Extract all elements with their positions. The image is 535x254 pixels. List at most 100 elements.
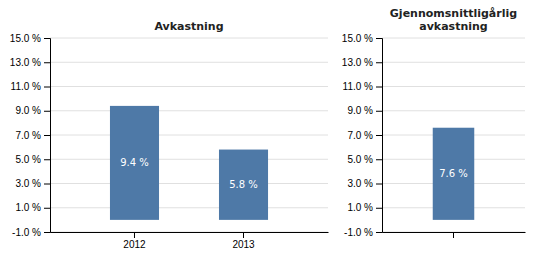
y-tick: 11.0 %	[11, 81, 50, 92]
y-tick-label: 9.0 %	[347, 105, 373, 116]
x-tick: 2012	[123, 232, 146, 250]
y-tick-mark	[376, 135, 382, 136]
y-tick-mark	[44, 62, 50, 63]
y-tick-label: 5.0 %	[347, 154, 373, 165]
y-tick-label: 15.0 %	[10, 33, 41, 44]
y-axis-line	[44, 39, 51, 233]
y-tick-label: 11.0 %	[343, 81, 373, 92]
y-tick: 5.0 %	[347, 154, 382, 165]
grid-line	[382, 110, 525, 111]
y-tick: 15.0 %	[10, 33, 50, 44]
y-tick: 9.0 %	[347, 105, 382, 116]
y-tick-label: 11.0 %	[11, 81, 41, 92]
y-tick-label: -1.0 %	[12, 227, 41, 238]
y-tick-label: 3.0 %	[15, 178, 41, 189]
grid-line	[50, 183, 328, 184]
y-tick-mark	[376, 184, 382, 185]
y-tick-label: 1.0 %	[15, 202, 41, 213]
x-tick-mark	[243, 232, 244, 238]
y-tick: 3.0 %	[15, 178, 50, 189]
grid-line	[50, 38, 328, 39]
y-tick-mark	[376, 62, 382, 63]
grid-line	[50, 86, 328, 87]
y-tick: -1.0 %	[12, 227, 50, 238]
data-labels: 7.6 %	[439, 168, 468, 179]
bars	[110, 106, 268, 220]
grid-line	[382, 86, 525, 87]
y-tick-mark	[376, 208, 382, 209]
data-label: 5.8 %	[229, 179, 258, 190]
data-label: 7.6 %	[439, 168, 468, 179]
y-tick: 7.0 %	[347, 130, 382, 141]
chart-title: Avkastning	[154, 20, 223, 33]
bar	[110, 106, 159, 220]
y-tick-label: 7.0 %	[347, 130, 373, 141]
grid-line	[382, 38, 525, 39]
x-tick: 2013	[232, 232, 255, 250]
grid	[50, 38, 328, 232]
y-tick: 1.0 %	[15, 202, 50, 213]
y-tick: 7.0 %	[15, 130, 50, 141]
x-axis	[383, 232, 526, 238]
y-tick-label: 13.0 %	[342, 57, 373, 68]
y-tick-mark	[44, 159, 50, 160]
y-tick: 11.0 %	[343, 81, 382, 92]
y-tick-label: -1.0 %	[344, 227, 373, 238]
grid-line	[50, 62, 328, 63]
y-tick: 15.0 %	[342, 33, 382, 44]
data-label: 9.4 %	[120, 157, 149, 168]
y-tick-label: 13.0 %	[10, 57, 41, 68]
y-tick-label: 1.0 %	[347, 202, 373, 213]
y-tick-mark	[44, 232, 50, 233]
y-tick-label: 3.0 %	[347, 178, 373, 189]
grid	[382, 38, 525, 232]
x-axis: 2012 2013	[51, 232, 329, 250]
grid-line	[50, 159, 328, 160]
y-tick: 3.0 %	[347, 178, 382, 189]
y-tick-label: 15.0 %	[342, 33, 373, 44]
y-axis: -1.0 % 1.0 % 3.0 % 5.0 % 7.0 % 9.0 % 11.0 % 13.…	[10, 33, 51, 238]
x-axis-line	[51, 232, 329, 233]
y-tick: 13.0 %	[342, 57, 382, 68]
y-tick-mark	[376, 87, 382, 88]
grid-line	[50, 110, 328, 111]
chart-title-line: Avkastning	[154, 20, 223, 33]
y-tick-mark	[376, 38, 382, 39]
y-tick-mark	[376, 159, 382, 160]
bar	[433, 128, 475, 220]
y-tick-mark	[44, 135, 50, 136]
chart-title-line: Gjennomsnittligårlig	[390, 7, 517, 20]
y-tick: -1.0 %	[344, 227, 382, 238]
chart-title-line: avkastning	[419, 20, 487, 33]
grid-line	[50, 232, 328, 233]
y-tick-mark	[376, 232, 382, 233]
y-axis: -1.0 % 1.0 % 3.0 % 5.0 % 7.0 % 9.0 % 11.0 % 13.…	[342, 33, 383, 238]
y-tick: 5.0 %	[15, 154, 50, 165]
chart-panel: -1.0 % 1.0 % 3.0 % 5.0 % 7.0 % 9.0 % 11.0 % 13.…	[10, 20, 329, 250]
y-tick-mark	[376, 111, 382, 112]
y-tick-mark	[44, 38, 50, 39]
y-tick: 13.0 %	[10, 57, 50, 68]
chart-panel: -1.0 % 1.0 % 3.0 % 5.0 % 7.0 % 9.0 % 11.0 % 13.…	[342, 7, 526, 238]
grid-line	[50, 207, 328, 208]
x-tick-mark	[134, 232, 135, 238]
data-labels: 9.4 % 5.8 %	[120, 157, 258, 190]
y-tick-mark	[44, 184, 50, 185]
chart-canvas: -1.0 % 1.0 % 3.0 % 5.0 % 7.0 % 9.0 % 11.0 % 13.…	[0, 0, 535, 254]
y-tick-label: 9.0 %	[15, 105, 41, 116]
x-tick-mark	[453, 232, 454, 238]
y-tick: 9.0 %	[15, 105, 50, 116]
grid-line	[382, 62, 525, 63]
y-tick-label: 7.0 %	[15, 130, 41, 141]
grid-line	[50, 135, 328, 136]
bar	[219, 150, 268, 220]
y-axis-line	[376, 39, 383, 233]
y-tick: 1.0 %	[347, 202, 382, 213]
y-tick-mark	[44, 208, 50, 209]
x-tick-label: 2012	[123, 239, 146, 250]
y-tick-mark	[44, 111, 50, 112]
y-tick-mark	[44, 87, 50, 88]
x-tick	[453, 232, 454, 238]
x-tick-label: 2013	[232, 239, 255, 250]
bars	[433, 128, 475, 220]
